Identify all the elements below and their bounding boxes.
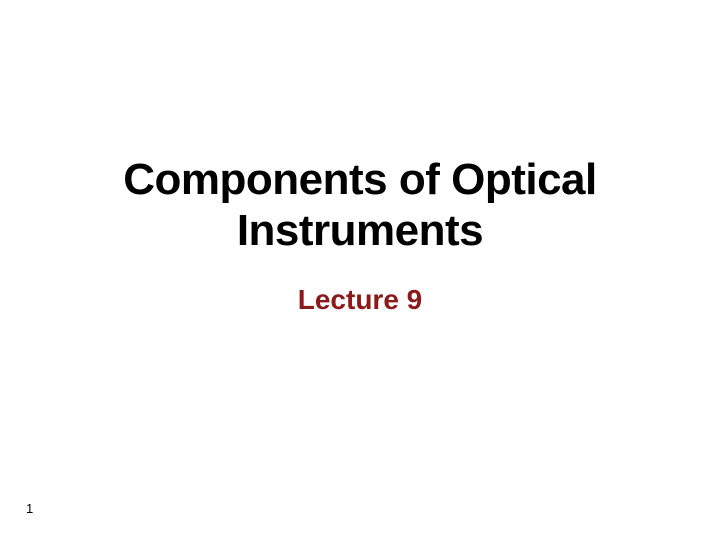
title-line-2: Instruments xyxy=(237,206,483,255)
page-number: 1 xyxy=(26,501,33,516)
slide-title: Components of Optical Instruments xyxy=(123,155,597,256)
slide-container: Components of Optical Instruments Lectur… xyxy=(0,0,720,540)
slide-subtitle: Lecture 9 xyxy=(298,284,423,316)
title-line-1: Components of Optical xyxy=(123,155,597,204)
